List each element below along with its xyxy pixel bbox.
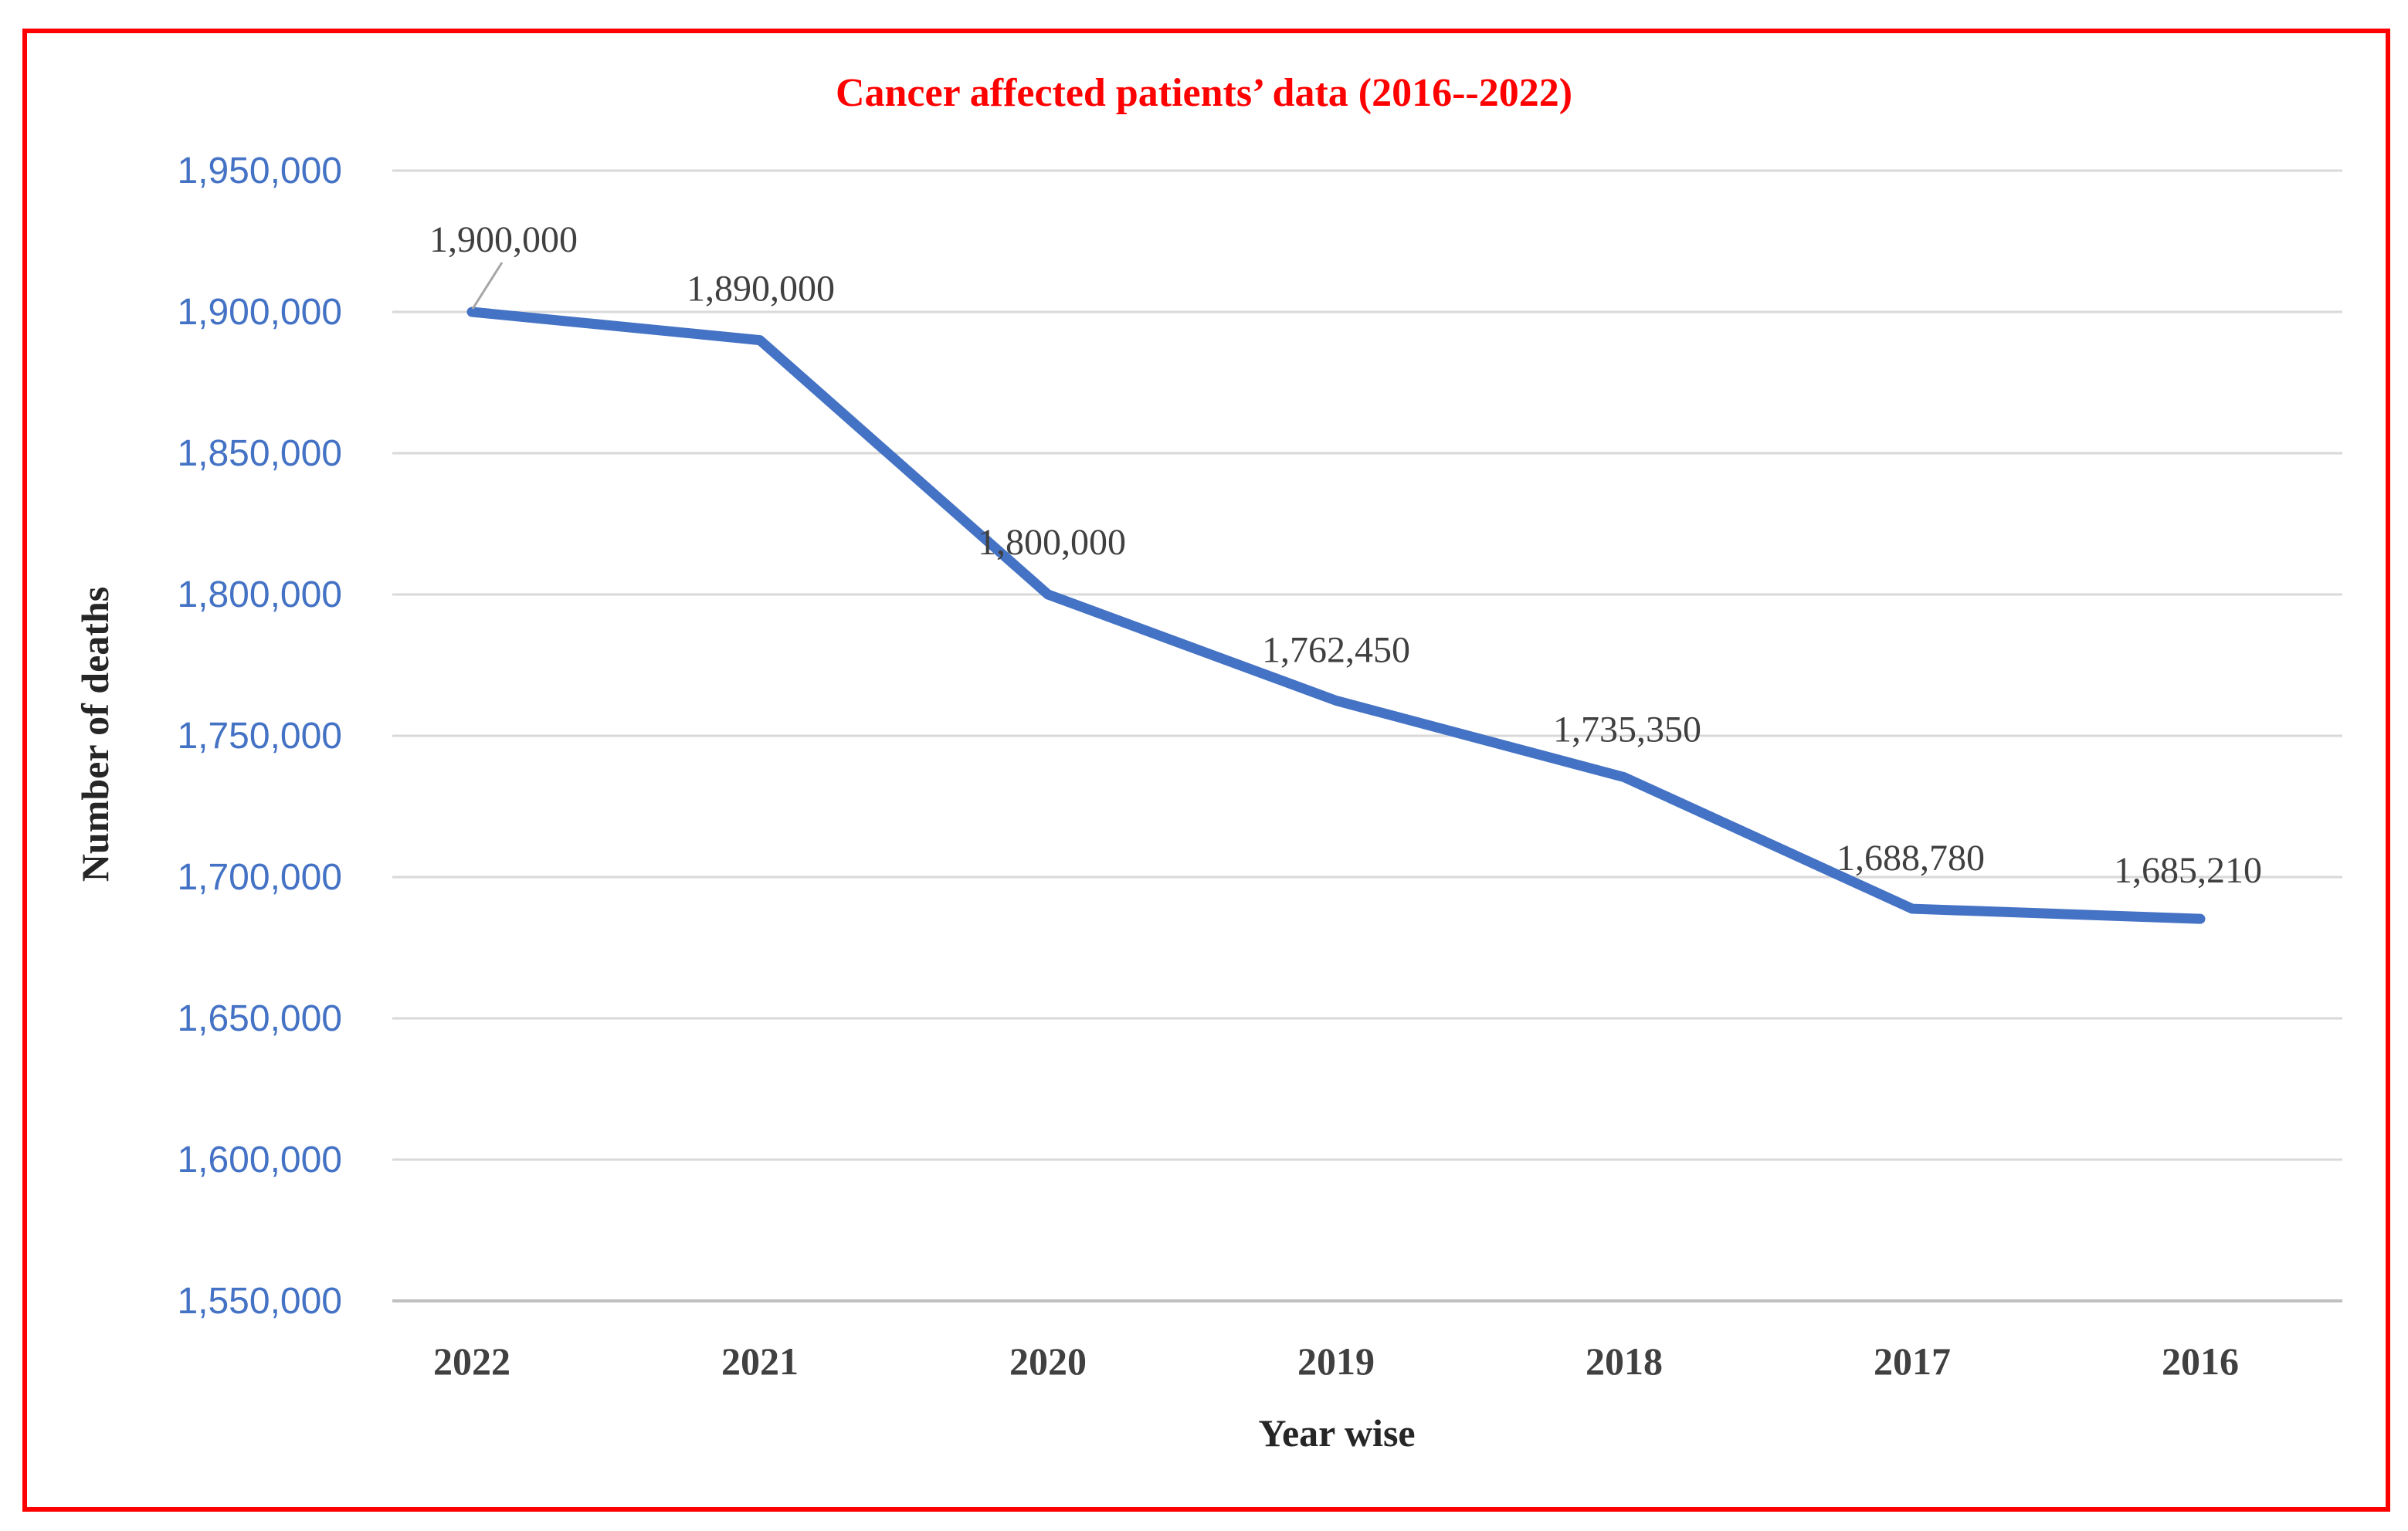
data-label: 1,685,210 [2114, 850, 2262, 891]
x-axis-title: Year wise [1258, 1411, 1415, 1455]
y-tick-label: 1,600,000 [177, 1140, 342, 1180]
x-tick-label: 2021 [721, 1340, 799, 1383]
data-label-leader-line [471, 262, 504, 310]
x-tick-label: 2020 [1009, 1340, 1087, 1383]
plot-area: 1,950,000 1,900,000 1,850,000 1,800,000 1,75… [177, 151, 2342, 1383]
y-tick-label: 1,550,000 [177, 1281, 342, 1322]
data-label: 1,890,000 [687, 269, 835, 310]
x-tick-label: 2016 [2162, 1340, 2239, 1383]
data-label: 1,762,450 [1262, 629, 1410, 670]
x-tick-label: 2017 [1874, 1340, 1951, 1383]
data-series-line [466, 307, 2206, 924]
y-axis-title: Number of deaths [73, 587, 117, 882]
y-tick-label: 1,750,000 [177, 716, 342, 757]
y-tick-label: 1,650,000 [177, 998, 342, 1039]
y-tick-label: 1,700,000 [177, 857, 342, 898]
data-label: 1,800,000 [978, 522, 1126, 563]
x-tick-label: 2018 [1586, 1340, 1663, 1383]
x-tick-label: 2019 [1297, 1340, 1375, 1383]
chart-title: Cancer affected patients’ data (2016--20… [835, 71, 1573, 115]
y-tick-label: 1,800,000 [177, 574, 342, 615]
data-label: 1,688,780 [1837, 838, 1985, 879]
data-label: 1,735,350 [1553, 710, 1701, 750]
data-label: 1,900,000 [429, 219, 578, 260]
y-tick-label: 1,900,000 [177, 292, 342, 333]
y-tick-label: 1,950,000 [177, 151, 342, 191]
figure-border [22, 29, 2390, 1512]
x-tick-label: 2022 [433, 1340, 510, 1383]
y-tick-label: 1,850,000 [177, 433, 342, 474]
